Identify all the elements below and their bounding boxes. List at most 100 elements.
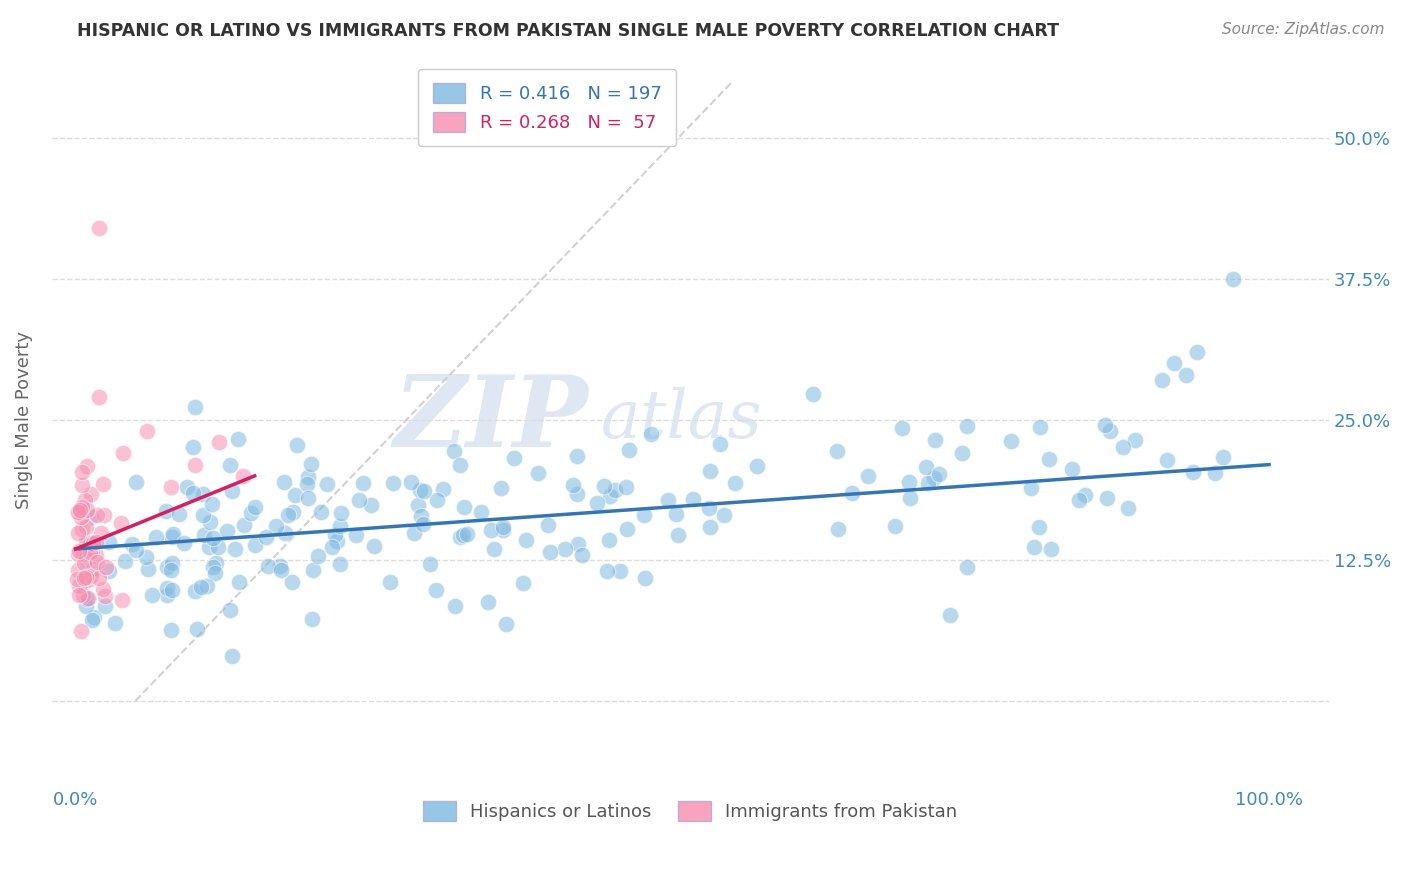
Point xyxy=(193,528,215,542)
Point xyxy=(956,560,979,574)
Point xyxy=(598,533,620,547)
Point xyxy=(477,595,499,609)
Point xyxy=(456,527,478,541)
Point xyxy=(67,547,90,561)
Point xyxy=(382,476,405,491)
Point xyxy=(616,522,638,536)
Point xyxy=(884,519,907,533)
Point xyxy=(562,477,585,491)
Point xyxy=(160,480,183,494)
Point xyxy=(301,612,323,626)
Point xyxy=(72,548,94,562)
Point xyxy=(75,520,97,534)
Point xyxy=(571,548,593,562)
Point xyxy=(640,426,662,441)
Point xyxy=(67,503,90,517)
Point xyxy=(86,555,108,569)
Point xyxy=(76,535,98,549)
Text: Source: ZipAtlas.com: Source: ZipAtlas.com xyxy=(1222,22,1385,37)
Point xyxy=(352,476,374,491)
Point xyxy=(111,593,134,607)
Point xyxy=(176,480,198,494)
Point xyxy=(554,542,576,557)
Point xyxy=(79,545,101,559)
Point xyxy=(297,470,319,484)
Point xyxy=(184,458,207,472)
Point xyxy=(1000,434,1022,449)
Point xyxy=(67,543,90,558)
Point xyxy=(956,418,979,433)
Point xyxy=(221,648,243,663)
Point xyxy=(1038,451,1060,466)
Point xyxy=(451,527,474,541)
Point xyxy=(156,581,179,595)
Text: HISPANIC OR LATINO VS IMMIGRANTS FROM PAKISTAN SINGLE MALE POVERTY CORRELATION C: HISPANIC OR LATINO VS IMMIGRANTS FROM PA… xyxy=(77,22,1059,40)
Point xyxy=(1039,542,1062,557)
Point xyxy=(167,508,190,522)
Point xyxy=(273,475,295,489)
Point xyxy=(215,524,238,538)
Point xyxy=(84,548,107,562)
Point xyxy=(596,564,619,578)
Point xyxy=(73,556,96,570)
Point xyxy=(295,477,318,491)
Point xyxy=(492,520,515,534)
Point xyxy=(413,483,436,498)
Text: atlas: atlas xyxy=(600,387,762,452)
Point xyxy=(84,534,107,549)
Point xyxy=(307,549,329,563)
Point xyxy=(609,564,631,578)
Point xyxy=(160,563,183,577)
Point xyxy=(360,499,382,513)
Point xyxy=(207,540,229,554)
Point xyxy=(80,509,103,524)
Point xyxy=(443,599,465,614)
Point xyxy=(897,475,920,489)
Point xyxy=(75,534,97,549)
Point xyxy=(270,562,292,576)
Point xyxy=(198,516,221,530)
Point xyxy=(285,438,308,452)
Point xyxy=(1112,440,1135,454)
Point xyxy=(745,459,768,474)
Point xyxy=(66,572,89,586)
Point xyxy=(73,508,96,522)
Point xyxy=(67,564,90,578)
Point xyxy=(1204,466,1226,480)
Point xyxy=(219,602,242,616)
Point xyxy=(614,480,637,494)
Point xyxy=(89,221,111,235)
Point xyxy=(1028,519,1050,533)
Point xyxy=(86,508,108,523)
Point xyxy=(160,530,183,544)
Point xyxy=(565,487,588,501)
Point xyxy=(191,487,214,501)
Point xyxy=(195,579,218,593)
Point xyxy=(586,496,609,510)
Point xyxy=(380,574,402,589)
Point xyxy=(426,492,449,507)
Point xyxy=(924,433,946,447)
Point xyxy=(162,527,184,541)
Point xyxy=(82,535,104,549)
Point xyxy=(67,505,90,519)
Point xyxy=(323,527,346,541)
Point xyxy=(1181,466,1204,480)
Point xyxy=(492,523,515,537)
Point xyxy=(75,569,97,583)
Point xyxy=(344,528,367,542)
Point xyxy=(136,562,159,576)
Point xyxy=(191,508,214,523)
Point xyxy=(72,500,94,514)
Point xyxy=(83,610,105,624)
Point xyxy=(432,482,454,496)
Point xyxy=(928,467,950,481)
Point xyxy=(89,390,111,404)
Point xyxy=(891,421,914,435)
Point xyxy=(284,488,307,502)
Point xyxy=(243,538,266,552)
Point xyxy=(1163,356,1185,370)
Point xyxy=(412,516,434,531)
Point xyxy=(190,580,212,594)
Point xyxy=(827,443,849,458)
